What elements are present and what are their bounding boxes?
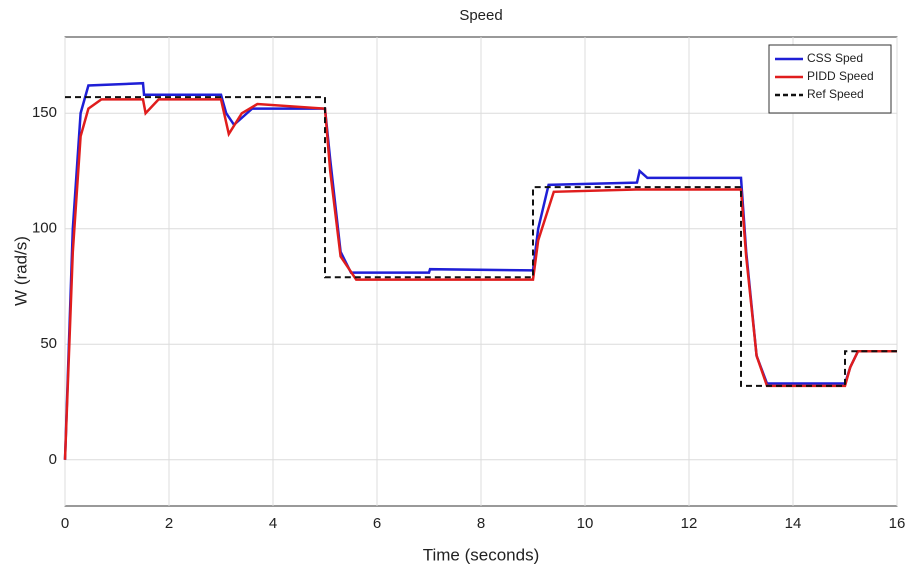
y-tick-label: 50 — [40, 335, 57, 352]
chart-title: Speed — [459, 7, 502, 24]
x-tick-label: 8 — [477, 515, 485, 532]
x-tick-label: 2 — [165, 515, 173, 532]
y-tick-label: 0 — [49, 451, 57, 468]
x-tick-label: 4 — [269, 515, 277, 532]
data-line — [63, 98, 897, 460]
legend-label: PIDD Speed — [807, 69, 874, 83]
legend-label: Ref Speed — [807, 87, 864, 101]
y-tick-label: 150 — [32, 104, 57, 121]
x-tick-label: 12 — [681, 515, 698, 532]
x-tick-label: 14 — [785, 515, 802, 532]
legend-label: CSS Sped — [807, 51, 863, 65]
x-tick-label: 0 — [61, 515, 69, 532]
legend-box — [768, 44, 892, 114]
y-tick-label: 100 — [32, 220, 57, 237]
x-tick-label: 16 — [889, 515, 906, 532]
x-tick-label: 10 — [577, 515, 594, 532]
x-axis-label: Time (seconds) — [423, 545, 540, 564]
y-axis-label: W (rad/s) — [11, 236, 30, 306]
data-line — [65, 96, 897, 387]
x-tick-label: 6 — [373, 515, 381, 532]
